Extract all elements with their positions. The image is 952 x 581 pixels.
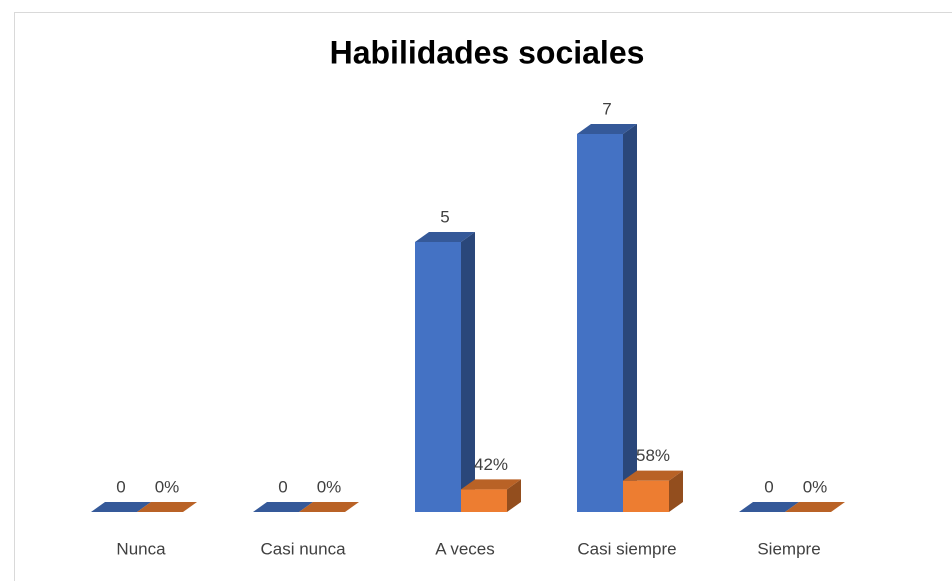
- bar: [299, 502, 359, 512]
- data-label: 5: [440, 207, 449, 226]
- bar-top: [461, 479, 521, 490]
- bar-side: [669, 470, 683, 512]
- data-label: 42%: [474, 455, 508, 474]
- bar-top: [623, 470, 683, 481]
- bar-top: [91, 502, 151, 512]
- x-tick-label: A veces: [435, 539, 495, 558]
- bar-top: [739, 502, 799, 512]
- bar-front: [461, 489, 507, 512]
- bar: [577, 124, 637, 512]
- bar-front: [577, 134, 623, 512]
- bar-side: [507, 479, 521, 512]
- bar-side: [623, 124, 637, 512]
- bar: [461, 479, 521, 512]
- data-label: 58%: [636, 446, 670, 465]
- bar-side: [461, 232, 475, 512]
- x-tick-label: Siempre: [757, 539, 820, 558]
- bar: [623, 470, 683, 512]
- data-label: 0: [764, 477, 773, 496]
- bar-top: [415, 232, 475, 242]
- data-label: 0%: [155, 477, 180, 496]
- x-tick-label: Casi nunca: [260, 539, 346, 558]
- data-label: 7: [602, 99, 611, 118]
- bar: [739, 502, 799, 512]
- bar: [785, 502, 845, 512]
- bar: [91, 502, 151, 512]
- bar-top: [253, 502, 313, 512]
- data-label: 0: [278, 477, 287, 496]
- data-label: 0%: [803, 477, 828, 496]
- bar-top: [299, 502, 359, 512]
- data-label: 0%: [317, 477, 342, 496]
- bar-top: [577, 124, 637, 134]
- bar-top: [137, 502, 197, 512]
- bar: [415, 232, 475, 512]
- chart-title: Habilidades sociales: [330, 34, 645, 70]
- x-tick-label: Nunca: [116, 539, 166, 558]
- bar-front: [415, 242, 461, 512]
- data-label: 0: [116, 477, 125, 496]
- bar: [253, 502, 313, 512]
- x-tick-label: Casi siempre: [577, 539, 676, 558]
- bar-top: [785, 502, 845, 512]
- bar: [137, 502, 197, 512]
- bar-front: [623, 480, 669, 512]
